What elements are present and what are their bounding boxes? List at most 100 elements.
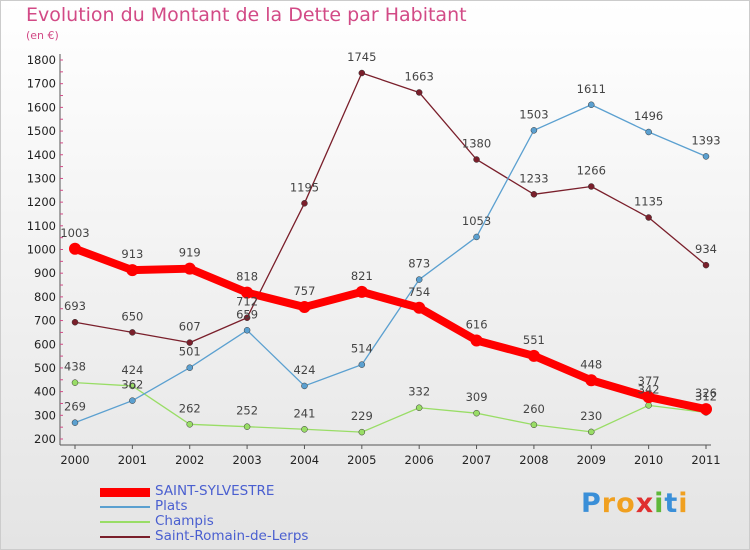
data-label-plats: 514 xyxy=(351,342,373,356)
data-point-champis xyxy=(301,426,308,433)
data-point-saint-sylvestre xyxy=(642,391,655,404)
data-label-saint-sylvestre: 551 xyxy=(523,333,545,347)
y-tick-label: 1600 xyxy=(27,100,56,114)
data-point-saint-romain-de-lerps xyxy=(243,314,251,321)
data-point-champis xyxy=(243,423,251,430)
series-plats xyxy=(71,101,710,426)
y-tick-label: 700 xyxy=(34,314,56,328)
data-label-plats: 1393 xyxy=(691,133,720,147)
y-tick-label: 400 xyxy=(34,385,56,399)
data-label-champis: 438 xyxy=(64,360,86,374)
data-label-plats: 659 xyxy=(236,307,258,321)
data-label-plats: 1611 xyxy=(577,82,606,96)
data-label-saint-romain-de-lerps: 712 xyxy=(236,295,258,309)
data-label-champis: 424 xyxy=(121,363,143,377)
y-tick-label: 1300 xyxy=(27,171,56,185)
data-point-champis xyxy=(186,421,193,428)
series-line-champis xyxy=(74,381,707,433)
y-tick-label: 1100 xyxy=(27,219,56,233)
data-point-saint-sylvestre xyxy=(527,349,540,362)
data-point-saint-romain-de-lerps xyxy=(588,183,595,190)
legend-swatch-saint-romain-de-lerps xyxy=(100,536,150,538)
data-point-champis xyxy=(129,382,136,390)
data-label-saint-romain-de-lerps: 1266 xyxy=(577,163,606,177)
data-point-saint-romain-de-lerps xyxy=(129,329,136,336)
data-point-champis xyxy=(645,402,652,409)
y-tick-label: 900 xyxy=(34,266,56,280)
legend-label-saint-sylvestre: SAINT-SYLVESTRE xyxy=(155,483,275,499)
data-point-saint-sylvestre xyxy=(183,262,196,275)
y-tick-label: 1500 xyxy=(27,124,56,138)
data-point-saint-romain-de-lerps xyxy=(415,89,423,96)
data-label-saint-romain-de-lerps: 650 xyxy=(121,309,143,323)
axes: 200 300 400 500 600 700 800 900 1000 1100 1200 1300… xyxy=(27,53,721,467)
data-label-saint-sylvestre: 326 xyxy=(695,386,717,400)
x-tick-label: 2008 xyxy=(519,453,548,467)
y-tick-label: 300 xyxy=(34,408,56,422)
data-label-champis: 342 xyxy=(638,382,660,396)
logo-letter: i xyxy=(678,488,689,519)
data-point-champis xyxy=(473,409,480,417)
data-point-champis xyxy=(588,428,595,436)
y-tick-label: 1200 xyxy=(27,195,56,209)
data-label-champis: 252 xyxy=(236,404,258,418)
data-point-saint-sylvestre xyxy=(413,301,426,314)
data-point-saint-sylvestre xyxy=(69,242,81,255)
data-label-champis: 230 xyxy=(580,409,602,423)
data-point-saint-sylvestre xyxy=(585,374,598,387)
x-tick-label: 2003 xyxy=(232,453,261,467)
x-tick-label: 2009 xyxy=(577,453,606,467)
series-saint-romain-de-lerps xyxy=(71,69,710,346)
data-point-plats xyxy=(530,127,538,134)
data-labels-layer: 693 650 607 712 1195 1745 1663 1380 1233 1266 1135… xyxy=(60,50,720,423)
data-point-saint-sylvestre xyxy=(241,286,254,299)
x-tick-label: 2005 xyxy=(347,453,376,467)
legend-swatch-champis xyxy=(100,521,150,523)
series-line-saint-sylvestre xyxy=(71,244,710,414)
x-tick-label: 2006 xyxy=(405,453,434,467)
x-tick-label: 2000 xyxy=(60,453,89,467)
data-label-plats: 362 xyxy=(121,378,143,392)
data-label-saint-romain-de-lerps: 1135 xyxy=(634,195,663,209)
x-tick-label: 2001 xyxy=(118,453,147,467)
data-label-champis: 309 xyxy=(466,390,488,404)
legend-swatch-plats xyxy=(100,506,150,508)
data-label-plats: 1496 xyxy=(634,109,663,123)
legend-label-champis: Champis xyxy=(155,513,214,529)
data-point-saint-sylvestre xyxy=(470,334,483,347)
y-tick-label: 500 xyxy=(34,361,56,375)
data-point-saint-romain-de-lerps xyxy=(702,261,710,269)
series-champis xyxy=(71,379,710,436)
data-label-saint-sylvestre: 913 xyxy=(121,247,143,261)
data-label-champis: 241 xyxy=(293,406,315,420)
data-label-saint-sylvestre: 377 xyxy=(638,374,660,388)
data-label-champis: 229 xyxy=(351,409,373,423)
data-label-saint-sylvestre: 754 xyxy=(408,285,430,299)
data-label-plats: 873 xyxy=(408,257,430,271)
data-label-saint-romain-de-lerps: 934 xyxy=(695,242,717,256)
data-label-plats: 269 xyxy=(64,400,86,414)
data-label-saint-romain-de-lerps: 607 xyxy=(179,320,201,334)
data-point-champis xyxy=(415,404,423,411)
proxiti-logo: Proxiti xyxy=(581,488,689,519)
x-tick-label: 2007 xyxy=(462,453,491,467)
data-label-saint-romain-de-lerps: 1195 xyxy=(290,180,319,194)
data-label-plats: 1503 xyxy=(519,107,548,121)
data-point-plats xyxy=(186,364,193,371)
y-tick-label: 600 xyxy=(34,337,56,351)
data-label-saint-romain-de-lerps: 1745 xyxy=(347,50,376,64)
series-saint-sylvestre xyxy=(69,242,712,416)
data-point-plats xyxy=(415,276,423,283)
logo-letter: i xyxy=(654,488,665,519)
data-point-saint-romain-de-lerps xyxy=(358,69,366,77)
data-label-saint-sylvestre: 1003 xyxy=(60,226,89,240)
data-label-saint-romain-de-lerps: 1233 xyxy=(519,171,548,185)
data-label-saint-romain-de-lerps: 1663 xyxy=(405,69,434,83)
data-label-champis: 262 xyxy=(179,401,201,415)
legend-label-plats: Plats xyxy=(155,498,188,514)
x-tick-label: 2010 xyxy=(634,453,663,467)
data-label-plats: 501 xyxy=(179,345,201,359)
data-label-saint-romain-de-lerps: 1380 xyxy=(462,136,491,150)
